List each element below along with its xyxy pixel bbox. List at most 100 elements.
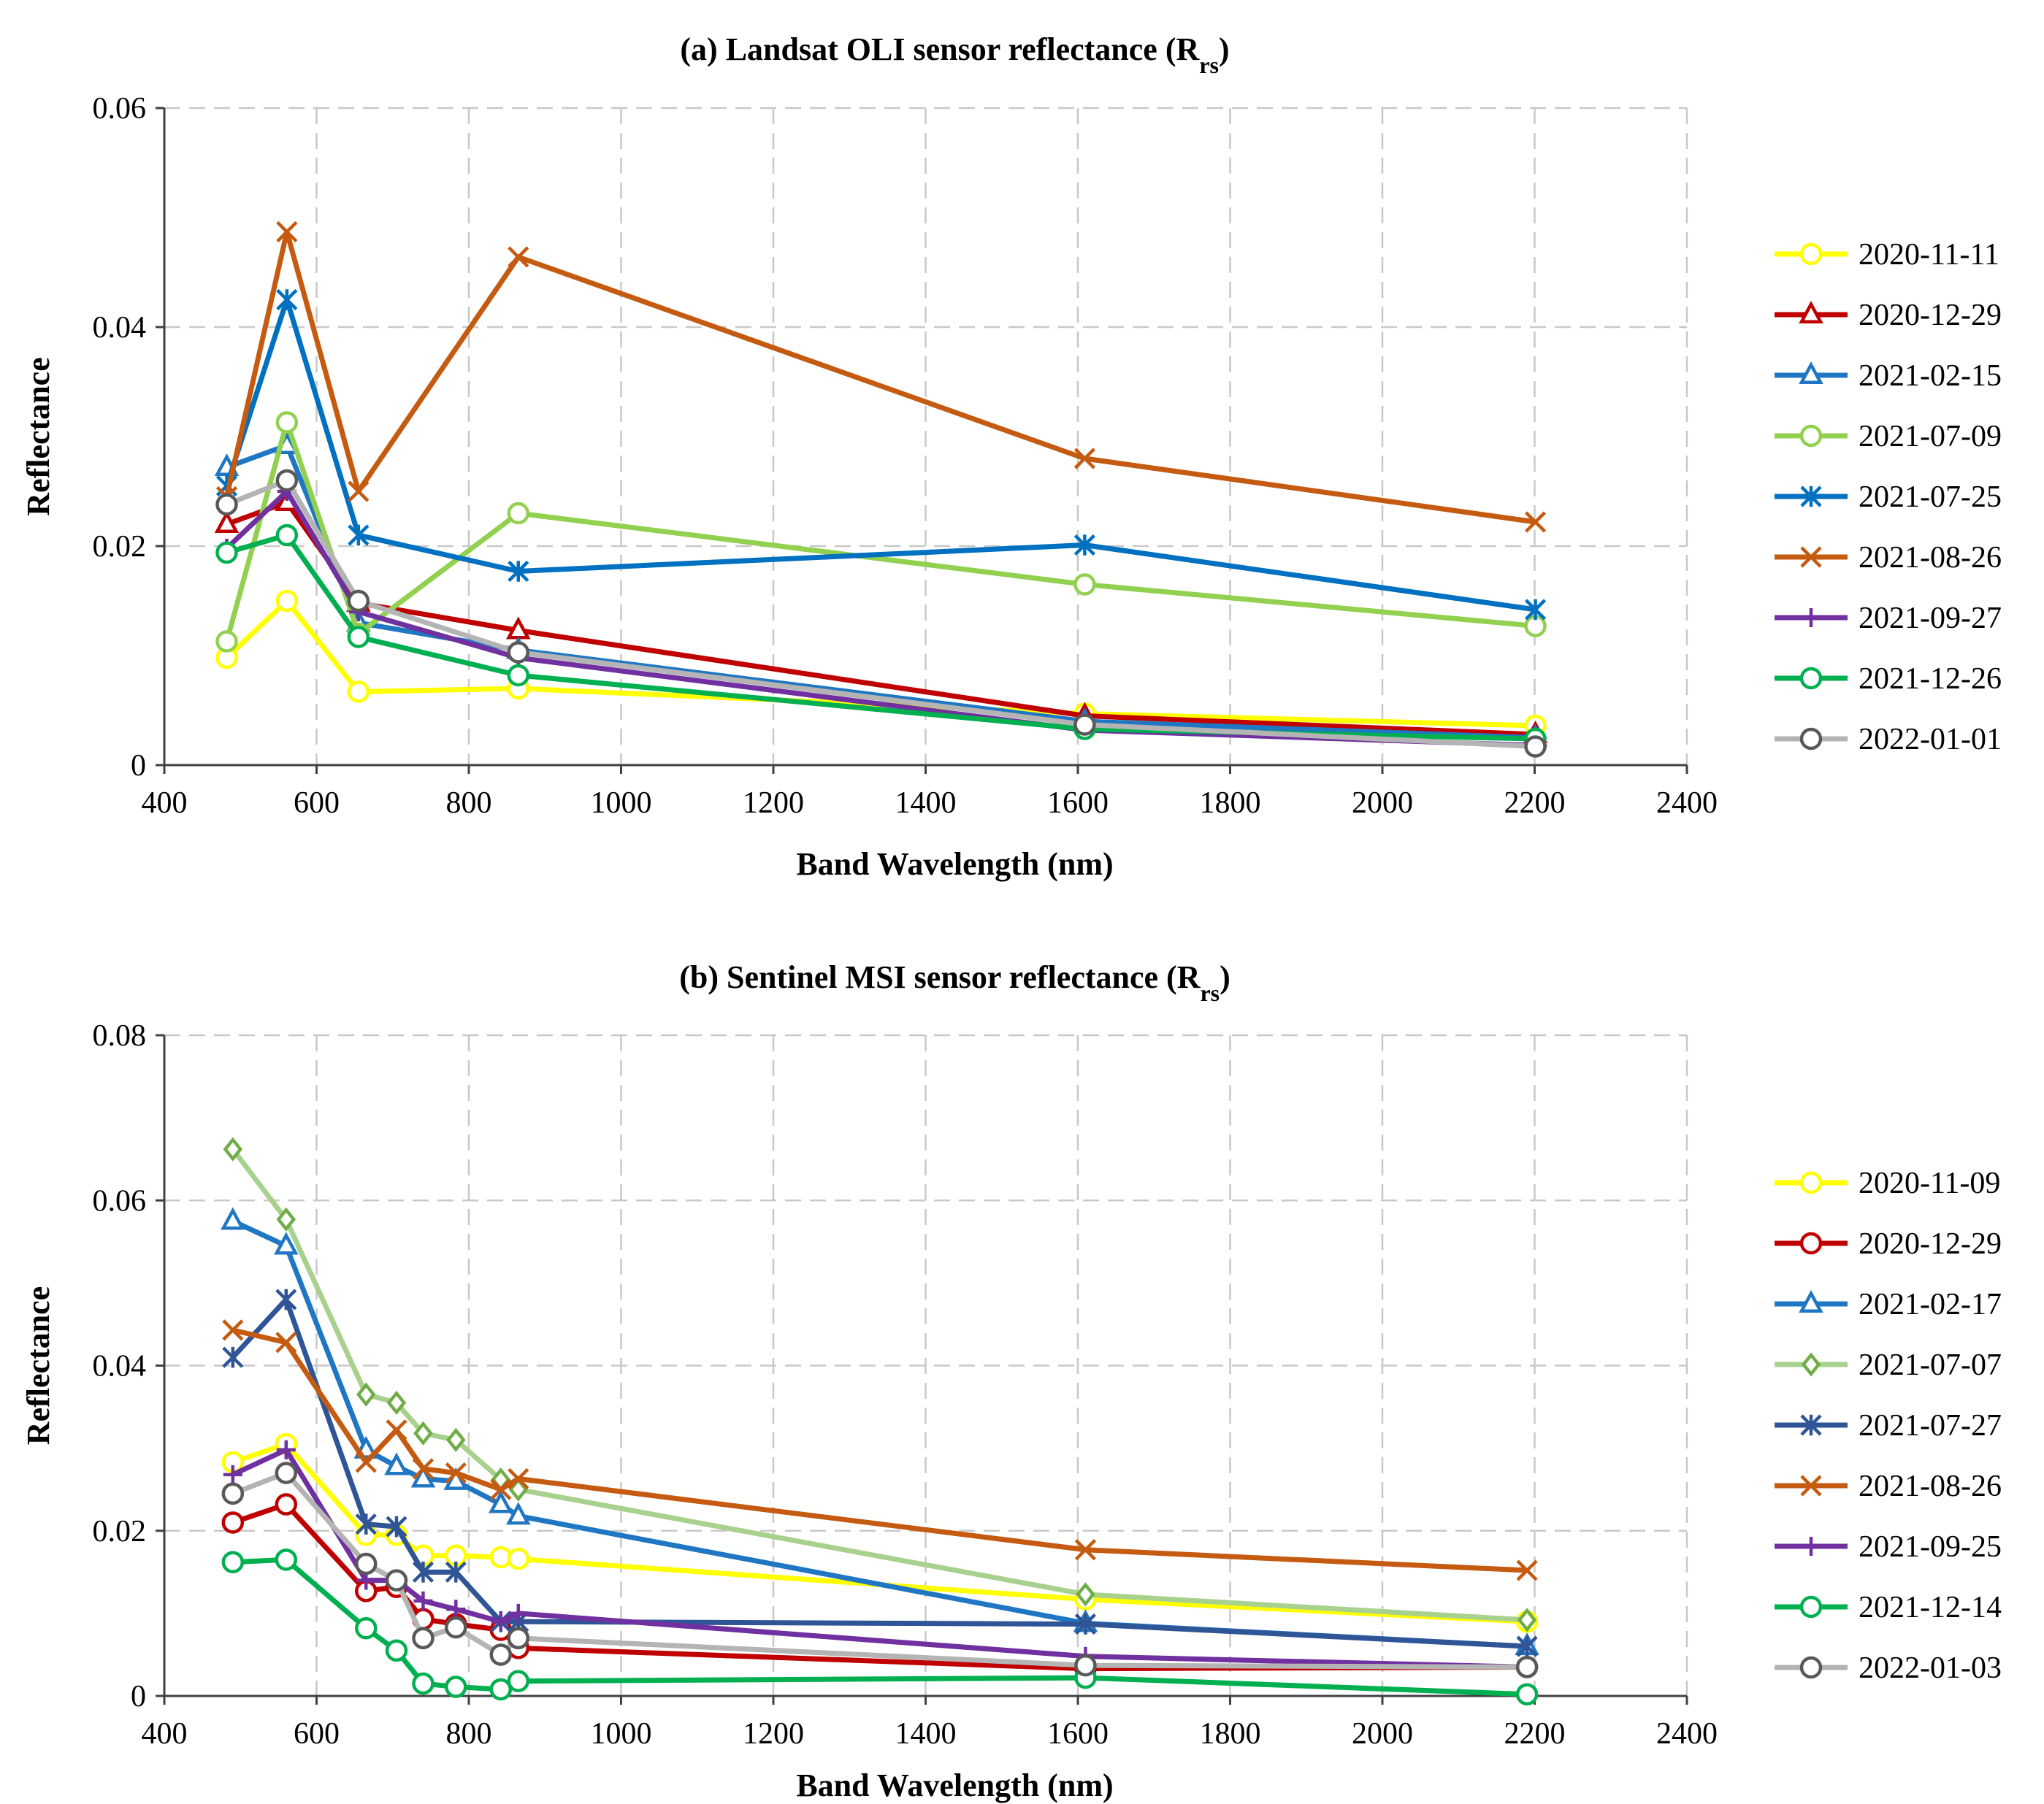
- x-tick-label: 800: [446, 786, 492, 820]
- data-point: [505, 1502, 531, 1525]
- data-point: [1799, 424, 1823, 448]
- data-point: [275, 1289, 297, 1310]
- data-point: [1802, 1537, 1821, 1556]
- data-point: [1799, 242, 1823, 266]
- legend-entry: 2021-02-15: [1775, 359, 2002, 393]
- data-point: [275, 589, 299, 613]
- legend-entry: 2022-01-03: [1775, 1651, 2002, 1685]
- x-tick-label: 2000: [1352, 786, 1413, 820]
- series-2021-08-26: [222, 1319, 1538, 1581]
- legend-label: 2021-09-25: [1859, 1530, 2002, 1564]
- y-tick-label: 0: [131, 1680, 146, 1713]
- x-tick-label: 2000: [1352, 1717, 1413, 1751]
- legend-entry: 2021-09-25: [1775, 1530, 2002, 1564]
- data-point: [1800, 485, 1822, 507]
- data-point: [1799, 1289, 1823, 1313]
- legend-label: 2021-02-17: [1859, 1288, 2002, 1321]
- data-point: [1800, 1414, 1822, 1436]
- chart-title-close: ): [1220, 959, 1230, 995]
- legend: 2020-11-09 2020-12-29 2021-02-17 2021-07-07…: [1775, 1167, 2002, 1685]
- data-point: [347, 589, 370, 613]
- data-point: [355, 1552, 378, 1575]
- y-tick-label: 0.06: [93, 1184, 147, 1218]
- data-point: [1516, 1559, 1538, 1581]
- data-point: [446, 1600, 466, 1619]
- data-point: [507, 641, 530, 664]
- x-tick-label: 400: [142, 786, 188, 820]
- y-tick-label: 0.04: [93, 1350, 147, 1383]
- data-point: [386, 1516, 407, 1538]
- data-point: [347, 680, 370, 703]
- legend-entry: 2021-07-27: [1775, 1409, 2002, 1443]
- legend-entry: 2020-12-29: [1775, 1227, 2002, 1261]
- data-point: [275, 1332, 297, 1354]
- data-point: [275, 469, 299, 492]
- data-point: [445, 1427, 466, 1452]
- legend-label: 2021-08-26: [1859, 541, 2002, 575]
- x-tick-label: 2400: [1656, 1717, 1718, 1751]
- x-axis-label: Band Wavelength (nm): [796, 1767, 1113, 1803]
- data-point: [347, 626, 370, 648]
- data-point: [1073, 448, 1095, 469]
- series-2021-07-07: [223, 1137, 1537, 1632]
- data-point: [386, 1419, 407, 1441]
- x-tick-label: 600: [294, 1717, 340, 1751]
- y-tick-label: 0.02: [93, 1515, 147, 1548]
- legend-label: 2020-11-11: [1859, 238, 1999, 272]
- legend-label: 2020-12-29: [1859, 1227, 2002, 1261]
- data-point: [507, 664, 530, 687]
- data-point: [1799, 727, 1823, 751]
- x-tick-label: 800: [446, 1717, 492, 1751]
- data-point: [276, 288, 298, 311]
- x-tick-label: 1400: [895, 1717, 957, 1751]
- data-point: [445, 1616, 467, 1639]
- x-tick-label: 1400: [895, 786, 957, 820]
- x-tick-label: 400: [142, 1717, 188, 1751]
- series-line: [226, 532, 1536, 742]
- data-point: [413, 1591, 433, 1611]
- y-tick-label: 0.02: [93, 530, 147, 564]
- x-tick-label: 2400: [1656, 786, 1718, 820]
- data-point: [385, 1639, 408, 1662]
- series-line: [226, 442, 1536, 740]
- data-point: [1073, 534, 1095, 556]
- data-point: [507, 1547, 530, 1570]
- data-point: [412, 1627, 435, 1650]
- series-line: [231, 1297, 1528, 1649]
- data-point: [275, 1462, 298, 1484]
- legend-entry: 2021-02-17: [1775, 1288, 2002, 1321]
- data-point: [386, 1390, 407, 1416]
- legend-entry: 2021-07-07: [1775, 1348, 2002, 1382]
- data-point: [221, 1551, 245, 1573]
- series-line: [232, 1327, 1528, 1573]
- series-line: [232, 1557, 1528, 1697]
- legend-label: 2021-07-27: [1859, 1409, 2002, 1443]
- data-point: [1073, 573, 1096, 596]
- y-tick-label: 0.08: [93, 1019, 147, 1053]
- data-point: [508, 1467, 529, 1490]
- data-point: [1799, 1595, 1823, 1619]
- x-axis-label: Band Wavelength (nm): [796, 846, 1113, 882]
- data-point: [274, 1232, 299, 1255]
- data-point: [215, 493, 238, 516]
- data-point: [276, 1440, 296, 1459]
- data-point: [222, 1319, 244, 1341]
- data-point: [412, 1672, 435, 1695]
- data-point: [221, 1207, 245, 1230]
- data-point: [215, 630, 238, 653]
- x-tick-label: 1800: [1200, 1717, 1261, 1751]
- data-point: [348, 524, 370, 546]
- data-point: [507, 1670, 530, 1692]
- data-point: [384, 1452, 409, 1475]
- data-point: [508, 246, 529, 268]
- legend-label: 2022-01-01: [1859, 723, 2002, 756]
- data-point: [489, 1678, 513, 1701]
- gridlines: [164, 107, 1688, 765]
- series-2022-01-03: [221, 1462, 1539, 1678]
- series-line: [224, 229, 1536, 525]
- data-point: [223, 1137, 243, 1162]
- y-tick-label: 0.06: [93, 92, 147, 126]
- series-2021-08-26: [215, 220, 1547, 533]
- series-2022-01-01: [215, 469, 1547, 758]
